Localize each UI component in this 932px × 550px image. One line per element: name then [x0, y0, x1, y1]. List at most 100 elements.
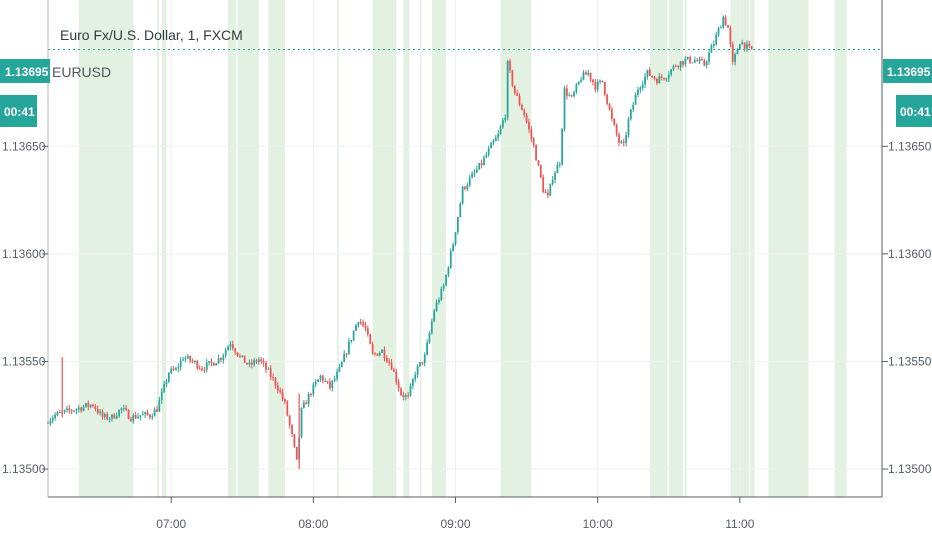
candle-body-418 — [165, 381, 168, 384]
candle-body-550 — [478, 163, 481, 170]
candle-body-472 — [293, 434, 296, 447]
candle-body-529 — [428, 333, 431, 343]
candle-body-395 — [111, 414, 113, 419]
candle-body-397 — [115, 416, 118, 419]
candle-body-408 — [141, 414, 144, 416]
candle-body-530 — [430, 321, 433, 334]
session-shade-3 — [228, 0, 237, 497]
candle-body-385 — [87, 403, 90, 407]
candle-body-388 — [94, 406, 97, 409]
candle-body-468 — [284, 399, 286, 402]
candle-body-384 — [85, 403, 87, 407]
candle-body-593 — [580, 79, 582, 82]
candle-body-642 — [696, 60, 699, 62]
candle-body-398 — [118, 409, 120, 417]
candle-body-655 — [727, 25, 729, 28]
y-tick-label-right-0: 1.13650 — [888, 139, 932, 153]
candle-body-524 — [416, 366, 419, 375]
candle-body-514 — [393, 369, 395, 372]
candle-body-580 — [549, 183, 552, 196]
candle-body-540 — [454, 232, 457, 245]
candle-body-411 — [148, 414, 151, 418]
candle-body-450 — [241, 355, 244, 357]
candle-body-647 — [708, 52, 710, 62]
candle-body-488 — [331, 380, 334, 388]
candle-body-662 — [743, 42, 746, 49]
candle-body-600 — [596, 81, 599, 90]
candle-body-606 — [611, 109, 613, 119]
candle-body-400 — [122, 408, 125, 410]
candle-body-376 — [66, 408, 68, 411]
candle-body-591 — [575, 84, 578, 93]
left-countdown-badge[interactable]: 00:41 — [0, 95, 37, 127]
candle-body-459 — [262, 361, 265, 363]
candle-body-645 — [703, 60, 706, 66]
x-tick-label-2: 09:00 — [441, 517, 471, 531]
y-tick-label-left-3: 1.13500 — [2, 462, 46, 476]
candle-body-501 — [362, 322, 365, 326]
candle-body-626 — [658, 76, 661, 84]
candle-body-492 — [340, 361, 343, 367]
candle-body-410 — [146, 412, 149, 415]
candle-body-471 — [291, 425, 293, 435]
candle-body-548 — [473, 172, 476, 174]
candle-body-427 — [186, 355, 189, 359]
candle-body-573 — [532, 138, 535, 146]
candle-body-650 — [715, 34, 718, 45]
candle-body-572 — [530, 129, 533, 139]
candle-body-511 — [385, 358, 388, 362]
right-price-badge[interactable]: 1.13695 — [883, 59, 932, 83]
candle-body-620 — [644, 76, 646, 85]
session-shade-17 — [768, 0, 809, 497]
candle-body-509 — [381, 349, 383, 353]
candle-body-406 — [137, 416, 139, 419]
candle-body-595 — [584, 72, 587, 75]
candle-body-555 — [490, 142, 492, 149]
candle-body-394 — [108, 418, 111, 420]
candle-body-613 — [627, 118, 630, 136]
candle-body-438 — [212, 362, 215, 366]
right-countdown-badge[interactable]: 00:41 — [896, 95, 932, 127]
candle-body-381 — [77, 407, 80, 410]
candle-body-390 — [99, 411, 102, 413]
candle-body-614 — [629, 109, 632, 119]
candle-body-370 — [51, 418, 54, 421]
candle-body-608 — [615, 124, 618, 135]
candle-body-644 — [701, 59, 703, 61]
candle-body-560 — [502, 120, 504, 128]
candle-body-563 — [509, 60, 511, 71]
session-shade-9 — [419, 0, 422, 497]
candle-body-594 — [582, 72, 585, 80]
candle-body-602 — [601, 80, 604, 83]
candle-body-523 — [414, 374, 417, 380]
candle-body-656 — [729, 27, 732, 45]
candle-body-506 — [374, 353, 376, 355]
candle-body-440 — [217, 357, 220, 364]
candle-body-507 — [376, 353, 379, 356]
candle-body-664 — [748, 43, 751, 47]
candle-body-544 — [464, 186, 466, 189]
candle-body-522 — [411, 379, 414, 386]
candle-body-537 — [447, 267, 450, 275]
candle-body-447 — [234, 348, 237, 353]
left-price-badge[interactable]: 1.13695 — [0, 59, 50, 83]
candle-body-439 — [215, 363, 218, 366]
candle-body-526 — [421, 362, 424, 364]
candle-body-497 — [352, 330, 355, 341]
candle-body-373 — [58, 412, 61, 414]
candle-body-435 — [205, 362, 208, 371]
candle-body-417 — [163, 383, 165, 392]
candle-body-570 — [525, 115, 528, 123]
y-tick-label-left-1: 1.13600 — [2, 247, 46, 261]
candle-body-478 — [307, 394, 310, 405]
candle-body-637 — [684, 58, 687, 65]
candle-body-456 — [255, 360, 258, 363]
candle-body-469 — [286, 401, 289, 416]
candle-body-499 — [357, 321, 360, 326]
session-shade-4 — [237, 0, 259, 497]
candle-body-453 — [248, 362, 251, 365]
candle-body-416 — [160, 391, 163, 401]
candle-body-437 — [210, 361, 213, 363]
